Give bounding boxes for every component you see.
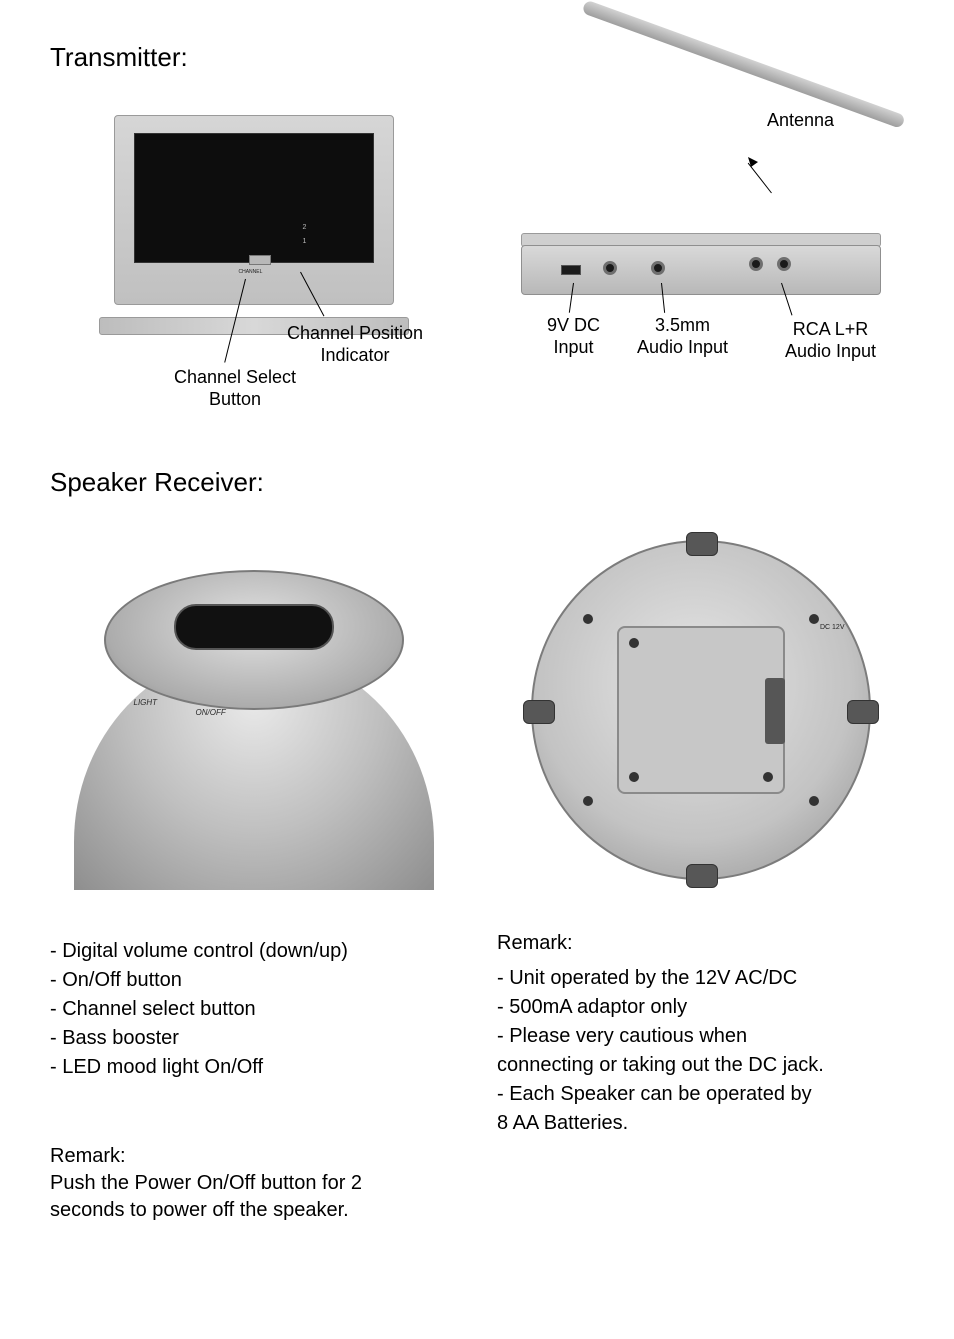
receiver-top-col: LIGHT ON/OFF <box>50 530 457 890</box>
list-item: - LED mood light On/Off <box>50 1054 457 1081</box>
transmitter-front-col: CHANNEL 2 1 Channel Position Indicator C… <box>50 105 457 425</box>
receiver-right-text: Remark: - Unit operated by the 12V AC/DC… <box>497 930 904 1224</box>
leader-line <box>747 163 771 194</box>
receiver-bottom-col: DC 12V <box>497 530 904 890</box>
dc-input-label: 9V DC Input <box>529 315 619 358</box>
receiver-images-row: LIGHT ON/OFF DC 12V <box>50 530 904 890</box>
channel-position-indicator-label: Channel Position Indicator <box>265 323 445 366</box>
transmitter-rear-col: Antenna 9V DC Input 3.5mm Audio Input RC… <box>497 105 904 425</box>
channel-select-button-label: Channel Select Button <box>145 367 325 410</box>
dc12v-label: DC 12V <box>820 624 845 631</box>
list-item: - Each Speaker can be operated by <box>497 1081 904 1108</box>
arrowhead-icon <box>748 153 762 167</box>
remark-left-title: Remark: <box>50 1143 457 1170</box>
list-item: connecting or taking out the DC jack. <box>497 1052 904 1079</box>
transmitter-front-diagram: CHANNEL 2 1 <box>99 105 409 335</box>
audio-35-label: 3.5mm Audio Input <box>623 315 743 358</box>
speaker-top-diagram: LIGHT ON/OFF <box>74 530 434 890</box>
list-item: - Digital volume control (down/up) <box>50 938 457 965</box>
onoff-button-label: ON/OFF <box>196 708 226 719</box>
channel-2-indicator: 2 <box>303 223 307 232</box>
features-list: - Digital volume control (down/up) - On/… <box>50 938 457 1081</box>
remark-left-body: Push the Power On/Off button for 2 secon… <box>50 1170 430 1224</box>
speaker-bottom-diagram: DC 12V <box>521 530 881 890</box>
list-item: - Channel select button <box>50 996 457 1023</box>
transmitter-row: CHANNEL 2 1 Channel Position Indicator C… <box>50 105 904 425</box>
receiver-left-text: - Digital volume control (down/up) - On/… <box>50 930 457 1224</box>
channel-word: CHANNEL <box>239 269 263 276</box>
remark-right-list: - Unit operated by the 12V AC/DC - 500mA… <box>497 965 904 1137</box>
list-item: - Unit operated by the 12V AC/DC <box>497 965 904 992</box>
channel-1-indicator: 1 <box>303 237 307 246</box>
remark-right-title: Remark: <box>497 930 904 957</box>
receiver-title: Speaker Receiver: <box>50 465 904 500</box>
light-button-label: LIGHT <box>134 698 158 709</box>
receiver-text-row: - Digital volume control (down/up) - On/… <box>50 930 904 1224</box>
antenna-label: Antenna <box>751 110 851 132</box>
transmitter-rear-diagram: Antenna 9V DC Input 3.5mm Audio Input RC… <box>511 105 891 335</box>
list-item: - On/Off button <box>50 967 457 994</box>
list-item: - 500mA adaptor only <box>497 994 904 1021</box>
list-item: 8 AA Batteries. <box>497 1110 904 1137</box>
list-item: - Please very cautious when <box>497 1023 904 1050</box>
list-item: - Bass booster <box>50 1025 457 1052</box>
rca-label: RCA L+R Audio Input <box>771 319 891 362</box>
